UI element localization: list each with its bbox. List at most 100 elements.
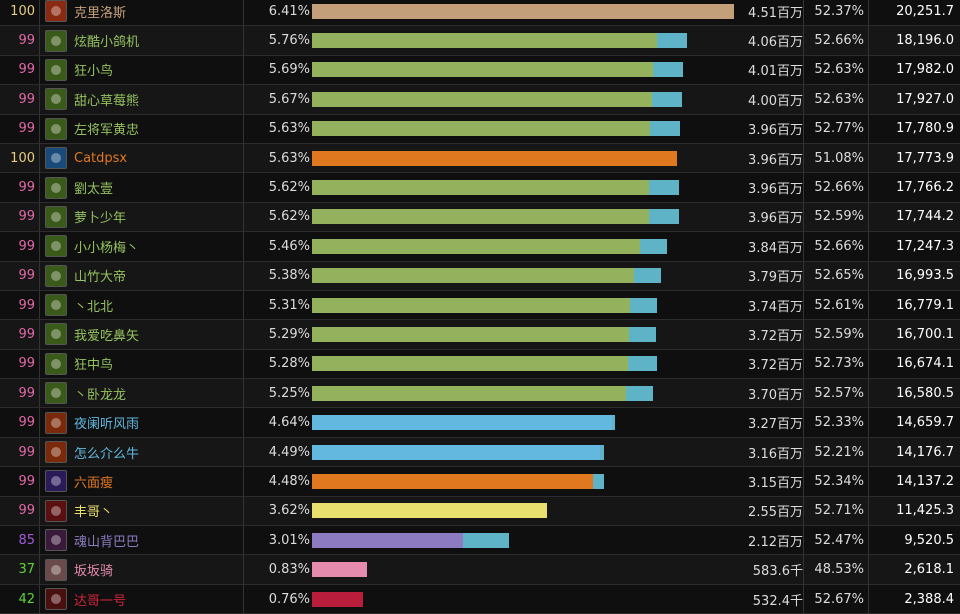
- class-icon-cell: [42, 85, 70, 113]
- amount-cell: 3.96百万: [740, 173, 804, 202]
- player-name-cell[interactable]: 劉太壹: [74, 173, 244, 202]
- bar-fill: [312, 238, 640, 254]
- table-row[interactable]: 99 甜心草莓熊 5.67% 4.00百万 52.63% 17,927.0: [0, 85, 960, 115]
- player-name[interactable]: 萝卜少年: [74, 211, 127, 227]
- player-name-cell[interactable]: 甜心草莓熊: [74, 85, 244, 114]
- druid-resto-icon: [45, 323, 67, 346]
- bar-cell: [312, 26, 740, 54]
- score-cell: 99: [0, 349, 40, 379]
- player-name[interactable]: 丶北北: [74, 299, 114, 315]
- rate-cell: 52.37%: [805, 0, 869, 26]
- player-name[interactable]: 小小杨梅丶: [74, 240, 140, 256]
- player-name[interactable]: 炫酷小鸽机: [74, 35, 140, 51]
- player-name[interactable]: 丰哥丶: [74, 505, 114, 521]
- table-row[interactable]: 42 达哥一号 0.76% 532.4千 52.67% 2,388.4: [0, 584, 960, 614]
- player-name[interactable]: Catdpsx: [74, 150, 128, 166]
- player-name[interactable]: 克里洛斯: [74, 5, 127, 21]
- percent-cell: 5.31%: [246, 291, 310, 319]
- table-row[interactable]: 85 魂山背巴巴 3.01% 2.12百万 52.47% 9,520.5: [0, 526, 960, 556]
- player-name[interactable]: 甜心草莓熊: [74, 93, 140, 109]
- table-row[interactable]: 99 劉太壹 5.62% 3.96百万 52.66% 17,766.2: [0, 173, 960, 203]
- table-row[interactable]: 99 炫酷小鸽机 5.76% 4.06百万 52.66% 18,196.0: [0, 26, 960, 56]
- bar-fill: [312, 297, 630, 313]
- player-name-cell[interactable]: 丰哥丶: [74, 496, 244, 526]
- player-name-cell[interactable]: 克里洛斯: [74, 0, 244, 26]
- player-name-cell[interactable]: 山竹大帝: [74, 261, 244, 290]
- bar-fill: [312, 503, 547, 519]
- table-row[interactable]: 99 山竹大帝 5.38% 3.79百万 52.65% 16,993.5: [0, 261, 960, 291]
- player-name-cell[interactable]: 魂山背巴巴: [74, 526, 244, 555]
- player-name-cell[interactable]: 夜阑听风雨: [74, 408, 244, 437]
- total-value: 18,196.0: [896, 33, 954, 49]
- player-name[interactable]: 达哥一号: [74, 593, 127, 609]
- class-icon-cell: [42, 350, 70, 378]
- table-row[interactable]: 100 克里洛斯 6.41% 4.51百万 52.37% 20,251.7: [0, 0, 960, 27]
- total-value: 17,773.9: [896, 150, 954, 166]
- table-row[interactable]: 99 丰哥丶 3.62% 2.55百万 52.71% 11,425.3: [0, 496, 960, 527]
- table-row[interactable]: 100 Catdpsx 5.63% 3.96百万 51.08% 17,773.9: [0, 143, 960, 174]
- player-name[interactable]: 丶卧龙龙: [74, 387, 127, 403]
- class-icon-cell: [42, 555, 70, 583]
- score-value: 99: [18, 238, 35, 254]
- player-name-cell[interactable]: 丶卧龙龙: [74, 379, 244, 408]
- player-name[interactable]: 劉太壹: [74, 182, 114, 198]
- bar-tail: [626, 385, 653, 401]
- amount-cell: 3.72百万: [740, 320, 804, 349]
- player-name[interactable]: 坂坂骑: [74, 564, 114, 580]
- table-row[interactable]: 99 我爱吃鼻矢 5.29% 3.72百万 52.59% 16,700.1: [0, 320, 960, 350]
- player-name-cell[interactable]: 小小杨梅丶: [74, 232, 244, 261]
- player-name[interactable]: 狂小鸟: [74, 64, 114, 80]
- table-row[interactable]: 99 左将军黄忠 5.63% 3.96百万 52.77% 17,780.9: [0, 114, 960, 144]
- amount-value: 3.16百万: [748, 446, 803, 462]
- player-name-cell[interactable]: 我爱吃鼻矢: [74, 320, 244, 349]
- table-row[interactable]: 99 狂中鸟 5.28% 3.72百万 52.73% 16,674.1: [0, 349, 960, 380]
- player-name[interactable]: 怎么介么牛: [74, 446, 140, 462]
- player-name-cell[interactable]: 炫酷小鸽机: [74, 26, 244, 55]
- score-cell: 37: [0, 555, 40, 584]
- player-name-cell[interactable]: 怎么介么牛: [74, 437, 244, 467]
- player-name-cell[interactable]: 狂小鸟: [74, 55, 244, 85]
- player-name[interactable]: 六面瘦: [74, 475, 114, 491]
- bar-cell: [312, 408, 740, 436]
- table-row[interactable]: 99 萝卜少年 5.62% 3.96百万 52.59% 17,744.2: [0, 202, 960, 233]
- table-row[interactable]: 99 丶北北 5.31% 3.74百万 52.61% 16,779.1: [0, 290, 960, 321]
- bar-track: [312, 3, 740, 19]
- rate-value: 52.66%: [814, 180, 864, 196]
- percent-value: 0.76%: [268, 591, 310, 607]
- table-row[interactable]: 99 狂小鸟 5.69% 4.01百万 52.63% 17,982.0: [0, 55, 960, 86]
- player-name[interactable]: 我爱吃鼻矢: [74, 328, 140, 344]
- player-name-cell[interactable]: 达哥一号: [74, 584, 244, 614]
- rate-cell: 52.66%: [805, 173, 869, 202]
- rate-cell: 52.33%: [805, 408, 869, 437]
- table-row[interactable]: 99 怎么介么牛 4.49% 3.16百万 52.21% 14,176.7: [0, 437, 960, 468]
- player-name-cell[interactable]: 萝卜少年: [74, 202, 244, 232]
- player-name-cell[interactable]: 丶北北: [74, 290, 244, 320]
- amount-cell: 3.84百万: [740, 232, 804, 261]
- player-name-cell[interactable]: 狂中鸟: [74, 349, 244, 379]
- player-name[interactable]: 夜阑听风雨: [74, 417, 140, 433]
- class-icon-cell: [42, 26, 70, 54]
- bar-fill: [312, 562, 367, 578]
- percent-cell: 0.83%: [246, 555, 310, 583]
- value-cell: 11,425.3: [870, 497, 958, 525]
- rate-value: 52.63%: [814, 91, 864, 107]
- table-row[interactable]: 99 小小杨梅丶 5.46% 3.84百万 52.66% 17,247.3: [0, 232, 960, 262]
- percent-cell: 5.62%: [246, 173, 310, 201]
- player-name[interactable]: 山竹大帝: [74, 270, 127, 286]
- table-row[interactable]: 37 坂坂骑 0.83% 583.6千 48.53% 2,618.1: [0, 555, 960, 585]
- table-row[interactable]: 99 六面瘦 4.48% 3.15百万 52.34% 14,137.2: [0, 467, 960, 497]
- rate-cell: 52.34%: [805, 467, 869, 496]
- player-name[interactable]: 左将军黄忠: [74, 123, 140, 139]
- bar-fill: [312, 532, 463, 548]
- table-row[interactable]: 99 丶卧龙龙 5.25% 3.70百万 52.57% 16,580.5: [0, 379, 960, 409]
- table-row[interactable]: 99 夜阑听风雨 4.64% 3.27百万 52.33% 14,659.7: [0, 408, 960, 438]
- amount-value: 3.96百万: [748, 123, 803, 139]
- score-cell: 99: [0, 496, 40, 526]
- player-name-cell[interactable]: Catdpsx: [74, 143, 244, 173]
- player-name-cell[interactable]: 六面瘦: [74, 467, 244, 496]
- player-name-cell[interactable]: 坂坂骑: [74, 555, 244, 584]
- player-name[interactable]: 魂山背巴巴: [74, 534, 140, 550]
- percent-value: 4.49%: [268, 444, 310, 460]
- player-name-cell[interactable]: 左将军黄忠: [74, 114, 244, 143]
- player-name[interactable]: 狂中鸟: [74, 358, 114, 374]
